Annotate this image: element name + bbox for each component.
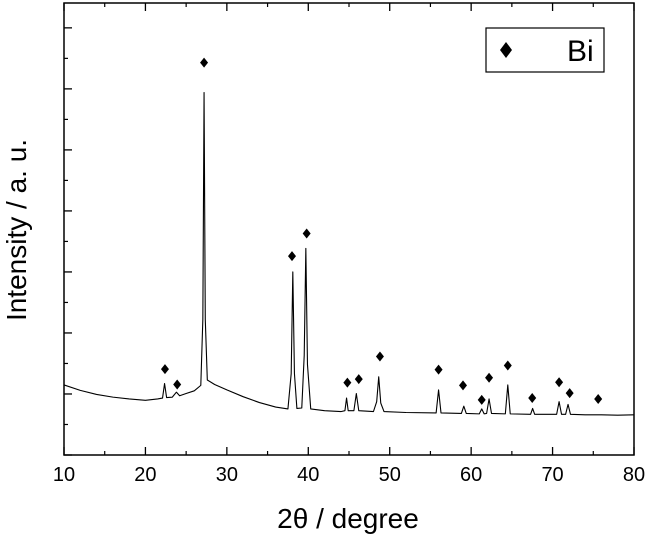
- bi-peak-marker: [302, 228, 311, 239]
- bi-peak-marker: [594, 393, 603, 404]
- bi-peak-marker: [565, 388, 574, 399]
- series-layer: [63, 91, 635, 416]
- x-axis-tick-labels: 10 20 30 40 50 60 70 80: [53, 464, 645, 486]
- xrd-pattern-line: [63, 91, 635, 416]
- marker-layer: [160, 57, 603, 405]
- bi-peak-marker: [343, 377, 352, 388]
- bi-peak-marker: [200, 57, 209, 68]
- x-axis-ticks: [63, 3, 635, 455]
- bi-peak-marker: [459, 380, 467, 391]
- x-tick-label: 80: [623, 464, 645, 486]
- legend: Bi: [485, 27, 605, 73]
- bi-peak-marker: [555, 377, 564, 388]
- bi-peak-marker: [288, 251, 296, 262]
- bi-peak-marker: [503, 360, 512, 371]
- x-tick-label: 20: [134, 464, 156, 486]
- x-tick-label: 60: [460, 464, 482, 486]
- bi-peak-marker: [477, 394, 486, 405]
- legend-diamond-marker: [500, 42, 512, 58]
- x-tick-label: 50: [379, 464, 401, 486]
- y-axis-title: Intensity / a. u.: [1, 139, 32, 321]
- x-tick-label: 70: [541, 464, 563, 486]
- x-tick-label: 30: [216, 464, 238, 486]
- bi-peak-marker: [434, 364, 443, 375]
- bi-peak-marker: [160, 364, 169, 375]
- legend-label-bi: Bi: [567, 35, 594, 68]
- x-tick-label: 40: [297, 464, 319, 486]
- bi-peak-marker: [375, 351, 384, 362]
- x-tick-label: 10: [53, 464, 75, 486]
- bi-peak-marker: [485, 372, 494, 383]
- bi-peak-marker: [173, 379, 182, 390]
- y-axis-ticks: [64, 27, 72, 456]
- x-axis-title: 2θ / degree: [277, 503, 419, 534]
- bi-peak-marker: [528, 393, 537, 404]
- bi-peak-marker: [354, 374, 363, 385]
